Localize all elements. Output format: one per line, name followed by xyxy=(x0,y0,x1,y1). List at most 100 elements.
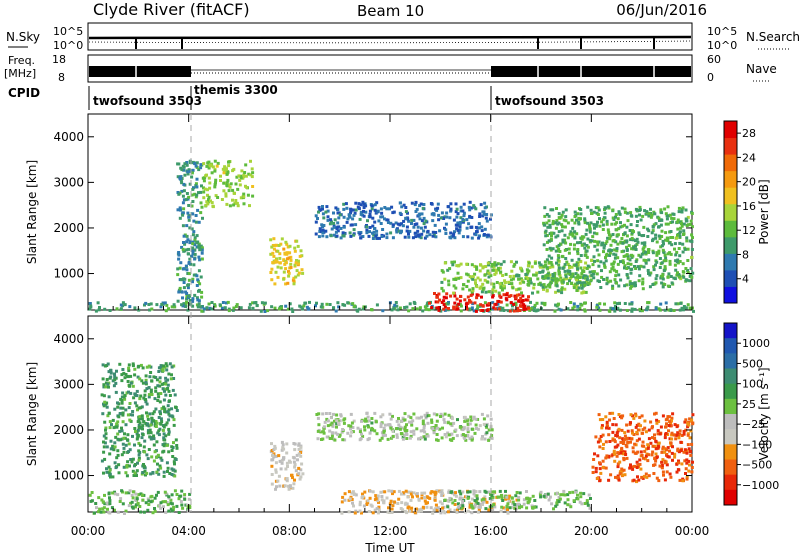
echo-cell xyxy=(578,276,582,279)
echo-cell xyxy=(517,299,521,303)
echo-cell xyxy=(102,385,106,389)
echo-cell xyxy=(127,442,131,446)
echo-cell xyxy=(640,309,644,313)
x-tick-label: 20:00 xyxy=(574,524,609,538)
echo-cell xyxy=(686,215,690,219)
echo-cell xyxy=(668,437,672,441)
echo-cell xyxy=(131,413,134,417)
colorbar-tick-label: −1000 xyxy=(742,479,779,492)
echo-cell xyxy=(192,186,195,190)
echo-cell xyxy=(678,260,682,263)
echo-cell xyxy=(187,218,191,222)
echo-cell xyxy=(246,193,250,197)
echo-cell xyxy=(473,301,477,305)
echo-cell xyxy=(371,231,374,235)
echo-cell xyxy=(238,178,242,182)
echo-cell xyxy=(631,467,635,471)
echo-cell xyxy=(430,490,434,494)
echo-cell xyxy=(173,474,177,478)
echo-cell xyxy=(430,306,434,310)
echo-cell xyxy=(418,306,422,310)
echo-cell xyxy=(685,461,689,465)
echo-cell xyxy=(489,274,493,278)
echo-cell xyxy=(533,499,537,502)
echo-cell xyxy=(444,228,448,232)
echo-cell xyxy=(167,432,171,436)
echo-cell xyxy=(652,210,656,214)
echo-cell xyxy=(527,283,531,287)
echo-cell xyxy=(164,423,168,427)
echo-cell xyxy=(392,490,396,494)
echo-cell xyxy=(148,428,152,432)
echo-cell xyxy=(219,179,222,182)
echo-cell xyxy=(631,431,634,435)
echo-cell xyxy=(105,470,109,474)
echo-cell xyxy=(641,280,645,284)
echo-cell xyxy=(141,498,145,502)
echo-cell xyxy=(107,395,111,399)
echo-cell xyxy=(500,496,504,500)
echo-cell xyxy=(476,427,480,431)
echo-cell xyxy=(628,302,632,306)
echo-cell xyxy=(365,225,369,229)
echo-cell xyxy=(326,209,330,213)
echo-cell xyxy=(493,490,496,494)
echo-cell xyxy=(381,215,385,219)
echo-cell xyxy=(153,509,157,513)
echo-cell xyxy=(372,230,376,234)
echo-cell xyxy=(194,220,198,224)
echo-cell xyxy=(462,214,466,218)
x-tick-label: 16:00 xyxy=(473,524,508,538)
echo-cell xyxy=(645,452,649,456)
echo-cell xyxy=(594,435,598,439)
echo-cell xyxy=(299,249,303,253)
echo-cell xyxy=(557,212,561,216)
y-tick-label: 2000 xyxy=(53,221,84,235)
echo-cell xyxy=(664,425,668,429)
echo-cell xyxy=(282,247,286,251)
echo-cell xyxy=(134,505,137,509)
echo-cell xyxy=(395,419,399,423)
echo-cell xyxy=(242,175,245,179)
echo-cell xyxy=(686,269,690,272)
echo-cell xyxy=(617,478,621,482)
echo-cell xyxy=(420,496,424,500)
echo-cell xyxy=(690,255,694,259)
echo-cell xyxy=(292,460,296,464)
echo-cell xyxy=(507,499,511,503)
echo-cell xyxy=(674,437,678,441)
echo-cell xyxy=(199,163,203,167)
echo-cell xyxy=(150,420,154,423)
echo-cell xyxy=(321,437,325,441)
echo-cell xyxy=(371,511,375,515)
echo-cell xyxy=(361,307,365,311)
echo-cell xyxy=(373,508,377,512)
echo-cell xyxy=(297,271,301,275)
echo-cell xyxy=(206,193,209,197)
echo-cell xyxy=(416,494,419,498)
echo-cell xyxy=(544,229,548,233)
echo-cell xyxy=(658,266,662,269)
echo-cell xyxy=(475,494,479,498)
echo-cell xyxy=(670,281,674,285)
echo-cell xyxy=(152,375,156,379)
echo-cell xyxy=(352,419,356,423)
echo-cell xyxy=(660,229,664,233)
echo-cell xyxy=(135,437,139,441)
echo-cell xyxy=(242,192,246,196)
echo-cell xyxy=(177,497,181,501)
echo-cell xyxy=(181,164,185,168)
echo-cell xyxy=(379,415,383,419)
echo-cell xyxy=(198,247,202,251)
echo-cell xyxy=(197,245,201,249)
echo-cell xyxy=(105,501,109,505)
echo-cell xyxy=(130,460,134,464)
echo-cell xyxy=(479,505,482,509)
echo-cell xyxy=(483,206,487,210)
echo-cell xyxy=(692,309,695,313)
echo-cell xyxy=(155,455,158,459)
echo-cell xyxy=(454,494,458,498)
echo-cell xyxy=(448,496,452,500)
echo-cell xyxy=(93,511,96,515)
echo-cell xyxy=(160,302,164,306)
